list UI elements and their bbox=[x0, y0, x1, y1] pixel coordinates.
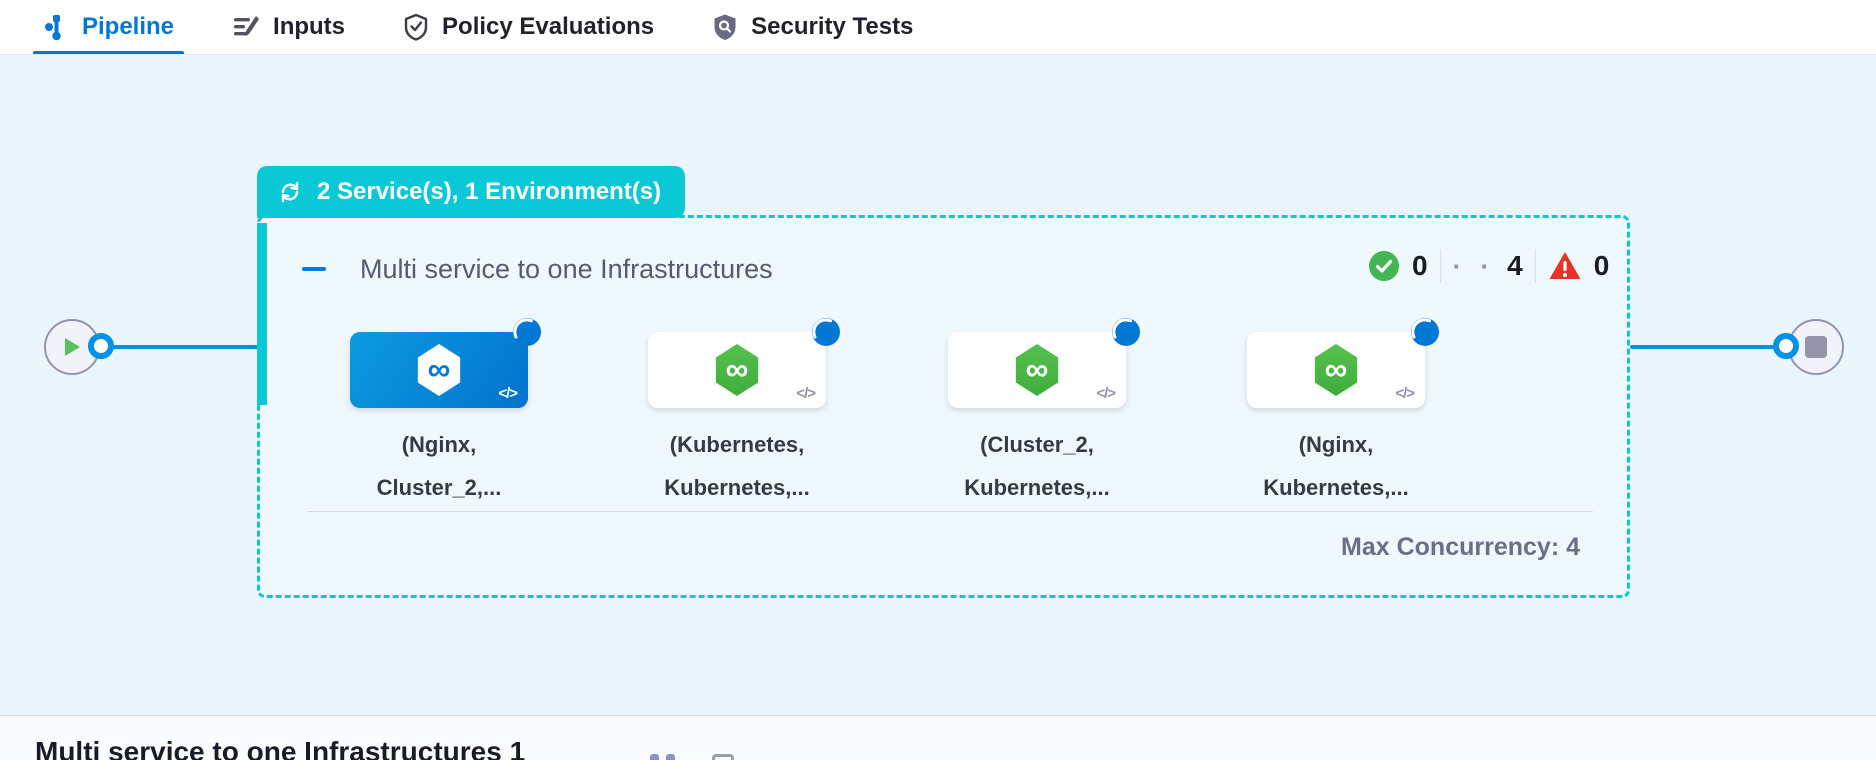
stage-label-line2: Kubernetes,... bbox=[964, 475, 1110, 500]
code-chevrons-icon: </> bbox=[1096, 385, 1116, 402]
failed-count: 0 bbox=[1593, 250, 1610, 281]
stage-group-status-row: 0 · · 4 0 bbox=[1368, 246, 1609, 286]
inputs-icon bbox=[232, 14, 260, 40]
stage-label: (Nginx, Kubernetes,... bbox=[1206, 423, 1466, 509]
stage-label-line2: Cluster_2,... bbox=[376, 475, 502, 500]
infinity-glyph: ∞ bbox=[427, 350, 451, 387]
footer-band: Multi service to one Infrastructures 1 bbox=[0, 715, 1876, 760]
stage-group-badge-label: 2 Service(s), 1 Environment(s) bbox=[317, 178, 662, 205]
pending-dots-icon: · · bbox=[1452, 250, 1496, 281]
stage-label-line2: Kubernetes,... bbox=[664, 475, 810, 500]
stage-card[interactable]: ∞ </> bbox=[350, 332, 528, 408]
stage-loop-indicator[interactable] bbox=[1110, 316, 1142, 348]
status-divider bbox=[1534, 249, 1536, 283]
stage-card[interactable]: ∞ </> bbox=[1247, 332, 1425, 408]
stage-loop-indicator[interactable] bbox=[810, 316, 842, 348]
stage-label: (Kubernetes, Kubernetes,... bbox=[607, 423, 867, 509]
matrix-icon[interactable] bbox=[650, 754, 675, 760]
stage-label-line1: (Kubernetes, bbox=[669, 432, 805, 457]
stage-label-line1: (Nginx, bbox=[401, 432, 477, 457]
loop-icon bbox=[281, 181, 299, 203]
code-chevrons-icon: </> bbox=[1395, 385, 1415, 402]
tab-policy-evaluations-label: Policy Evaluations bbox=[442, 13, 655, 40]
status-divider bbox=[1439, 249, 1441, 283]
pipeline-canvas[interactable]: 2 Service(s), 1 Environment(s) Multi ser… bbox=[0, 55, 1876, 715]
stage-label: (Nginx, Cluster_2,... bbox=[309, 423, 569, 509]
policy-shield-icon bbox=[403, 13, 429, 41]
harness-service-icon: ∞ bbox=[1015, 344, 1059, 396]
infinity-glyph: ∞ bbox=[725, 350, 749, 387]
tab-pipeline-label: Pipeline bbox=[82, 13, 175, 40]
tab-inputs-label: Inputs bbox=[273, 13, 346, 40]
group-divider bbox=[307, 511, 1593, 512]
box-icon[interactable] bbox=[712, 754, 734, 760]
harness-service-icon: ∞ bbox=[417, 344, 461, 396]
stage-group-left-accent bbox=[257, 223, 267, 405]
stage-label-line1: (Nginx, bbox=[1298, 432, 1374, 457]
stage-card[interactable]: ∞ </> bbox=[948, 332, 1126, 408]
end-port-node[interactable] bbox=[1773, 333, 1799, 359]
stage-card[interactable]: ∞ </> bbox=[648, 332, 826, 408]
start-connector-line bbox=[100, 345, 260, 349]
stop-icon bbox=[1805, 336, 1827, 358]
minus-icon bbox=[302, 267, 326, 271]
tab-pipeline[interactable]: Pipeline bbox=[33, 0, 185, 54]
stage-group-title: Multi service to one Infrastructures bbox=[360, 254, 773, 284]
max-concurrency-label: Max Concurrency: 4 bbox=[1341, 533, 1580, 561]
stage-group-badge[interactable]: 2 Service(s), 1 Environment(s) bbox=[257, 166, 686, 218]
stage-label-line2: Kubernetes,... bbox=[1263, 475, 1409, 500]
tab-security-tests-label: Security Tests bbox=[751, 13, 914, 40]
harness-service-icon: ∞ bbox=[1314, 344, 1358, 396]
tab-security-tests[interactable]: Security Tests bbox=[702, 0, 923, 54]
failed-warning-icon bbox=[1549, 252, 1581, 279]
start-port-node[interactable] bbox=[88, 333, 114, 359]
pipeline-start-button[interactable] bbox=[44, 319, 100, 375]
tab-inputs[interactable]: Inputs bbox=[222, 0, 355, 54]
footer-stage-title: Multi service to one Infrastructures 1 bbox=[35, 736, 526, 760]
tab-policy-evaluations[interactable]: Policy Evaluations bbox=[393, 0, 664, 54]
success-check-icon bbox=[1369, 251, 1399, 281]
success-count: 0 bbox=[1412, 250, 1428, 281]
end-connector-line bbox=[1630, 345, 1788, 349]
code-chevrons-icon: </> bbox=[498, 385, 518, 402]
stage-loop-indicator[interactable] bbox=[511, 316, 543, 348]
stage-label-line1: (Cluster_2, bbox=[980, 432, 1094, 457]
stage-label: (Cluster_2, Kubernetes,... bbox=[907, 423, 1167, 509]
pipeline-icon bbox=[43, 13, 69, 41]
collapse-group-button[interactable] bbox=[300, 255, 328, 283]
security-shield-icon bbox=[712, 13, 738, 41]
running-count: 4 bbox=[1507, 250, 1523, 281]
pipeline-end-button[interactable] bbox=[1788, 319, 1844, 375]
infinity-glyph: ∞ bbox=[1025, 350, 1049, 387]
stage-loop-indicator[interactable] bbox=[1409, 316, 1441, 348]
pipeline-studio-tabbar: Pipeline Inputs Policy Evaluations bbox=[0, 0, 1876, 55]
play-icon bbox=[65, 338, 80, 356]
harness-service-icon: ∞ bbox=[715, 344, 759, 396]
code-chevrons-icon: </> bbox=[796, 385, 816, 402]
infinity-glyph: ∞ bbox=[1324, 350, 1348, 387]
